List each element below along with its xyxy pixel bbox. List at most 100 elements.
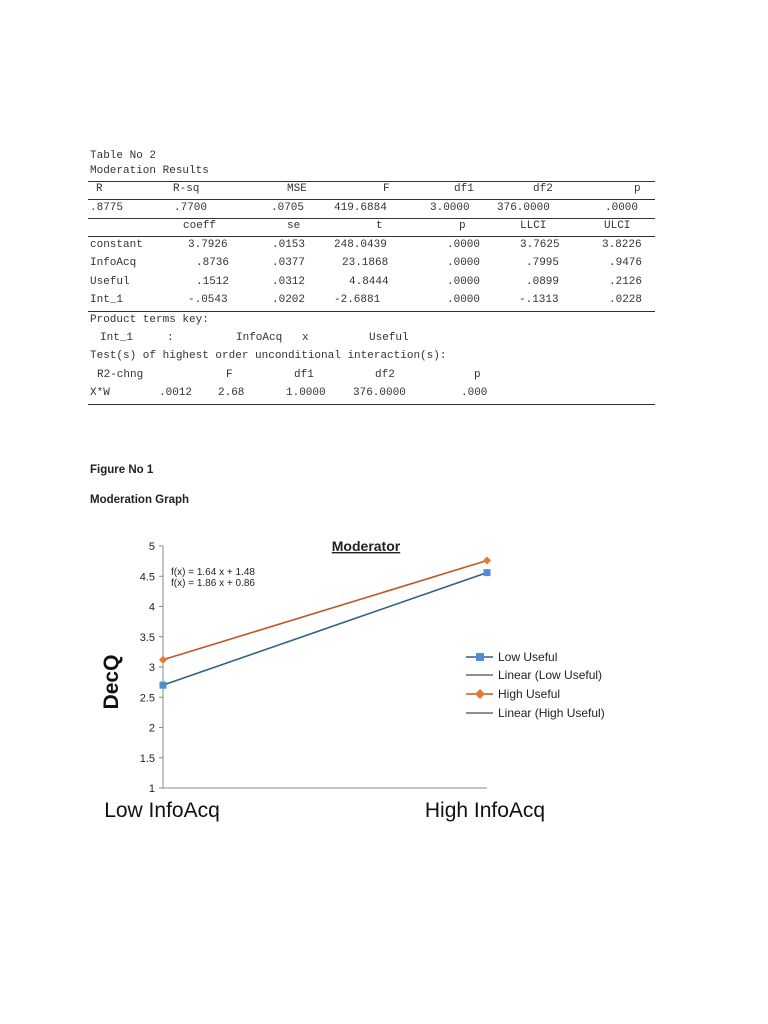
- y-tick-label: 2.5: [140, 692, 155, 704]
- legend-label-linear-high: Linear (High Useful): [498, 706, 605, 720]
- table-subtitle: Moderation Results: [90, 165, 209, 177]
- header-cell: coeff: [183, 220, 217, 232]
- y-axis-label: DecQ: [100, 655, 123, 710]
- table-rule: [88, 181, 655, 182]
- product-key-cell: :: [167, 332, 174, 344]
- table-cell: .0153: [272, 239, 306, 251]
- table-title: Table No 2: [90, 150, 157, 162]
- model-cell: 3.0000: [430, 202, 470, 214]
- table-rule: [88, 311, 655, 312]
- y-tick-label: 4: [149, 602, 155, 614]
- header-cell: df1: [454, 183, 474, 195]
- test-cell: 2.68: [218, 387, 245, 399]
- table-rule: [88, 236, 655, 237]
- product-key-cell: Useful: [369, 332, 409, 344]
- header-cell: R: [96, 183, 103, 195]
- header-cell: p: [634, 183, 641, 195]
- model-cell: 376.0000: [497, 202, 550, 214]
- y-tick-label: 2: [149, 723, 155, 735]
- table-cell: .7995: [526, 257, 560, 269]
- table-cell: -.1313: [519, 294, 559, 306]
- table-cell: .0000: [447, 239, 481, 251]
- y-tick-label: 5: [149, 541, 155, 553]
- header-cell: se: [287, 220, 301, 232]
- table-cell: .2126: [609, 276, 643, 288]
- chart-title: Moderator: [332, 538, 401, 554]
- header-cell: F: [383, 183, 390, 195]
- table-cell: .0000: [447, 257, 481, 269]
- legend-label-high-useful: High Useful: [498, 687, 560, 701]
- table-cell: 248.0439: [334, 239, 387, 251]
- table-rule: [88, 218, 655, 219]
- header-cell: LLCI: [520, 220, 547, 232]
- y-tick-label: 3: [149, 662, 155, 674]
- table-cell: .0202: [272, 294, 306, 306]
- header-cell: p: [474, 369, 481, 381]
- model-cell: .8775: [90, 202, 124, 214]
- test-label: Test(s) of highest order unconditional i…: [90, 350, 447, 362]
- legend-label-linear-low: Linear (Low Useful): [498, 668, 602, 682]
- legend-label-low-useful: Low Useful: [498, 650, 557, 664]
- header-cell: R2-chng: [97, 369, 144, 381]
- table-cell: .9476: [609, 257, 643, 269]
- table-cell: .0000: [447, 276, 481, 288]
- product-key-cell: InfoAcq: [236, 332, 283, 344]
- table-rule: [88, 404, 655, 405]
- y-tick-label: 1: [149, 783, 155, 795]
- table-cell: 23.1868: [342, 257, 389, 269]
- data-point: [159, 681, 167, 689]
- legend-marker-high-useful: [475, 689, 485, 699]
- y-tick-label: 1.5: [140, 753, 155, 765]
- product-key-cell: x: [302, 332, 309, 344]
- graph-label: Moderation Graph: [90, 494, 190, 506]
- row-label: Useful: [90, 276, 130, 288]
- header-cell: R-sq: [173, 183, 200, 195]
- test-cell: .000: [461, 387, 488, 399]
- data-point: [483, 569, 491, 577]
- model-cell: .0000: [605, 202, 639, 214]
- model-cell: .0705: [271, 202, 305, 214]
- table-cell: 4.8444: [349, 276, 389, 288]
- test-cell: X*W: [90, 387, 110, 399]
- table-cell: 3.7625: [520, 239, 560, 251]
- table-cell: .8736: [196, 257, 230, 269]
- series-line: [162, 571, 488, 686]
- row-label: constant: [90, 239, 143, 251]
- header-cell: t: [376, 220, 383, 232]
- legend-marker-low-useful: [476, 653, 484, 661]
- product-key-cell: Int_1: [100, 332, 134, 344]
- test-cell: .0012: [159, 387, 193, 399]
- chart-legend: Low Useful Linear (Low Useful) High Usef…: [466, 650, 605, 720]
- table-cell: .0377: [272, 257, 306, 269]
- header-cell: ULCI: [604, 220, 631, 232]
- header-cell: df1: [294, 369, 314, 381]
- table-cell: .0312: [272, 276, 306, 288]
- row-label: Int_1: [90, 294, 124, 306]
- table-cell: .1512: [196, 276, 230, 288]
- equation-label: f(x) = 1.86 x + 0.86: [171, 578, 255, 589]
- header-cell: F: [226, 369, 233, 381]
- test-cell: 376.0000: [353, 387, 406, 399]
- table-cell: 3.8226: [602, 239, 642, 251]
- x-tick-label: High InfoAcq: [425, 799, 545, 822]
- header-cell: p: [459, 220, 466, 232]
- table-cell: .0228: [609, 294, 643, 306]
- product-key-label: Product terms key:: [90, 314, 209, 326]
- figure-label: Figure No 1: [90, 464, 154, 476]
- table-cell: .0899: [526, 276, 560, 288]
- data-point: [159, 655, 167, 664]
- table-rule: [88, 199, 655, 200]
- x-tick-label: Low InfoAcq: [104, 799, 220, 822]
- data-point: [483, 556, 491, 565]
- table-cell: -.0543: [188, 294, 228, 306]
- row-label: InfoAcq: [90, 257, 137, 269]
- table-cell: .0000: [447, 294, 481, 306]
- y-tick-label: 4.5: [140, 571, 155, 583]
- equation-label: f(x) = 1.64 x + 1.48: [171, 567, 255, 578]
- model-cell: .7700: [174, 202, 208, 214]
- header-cell: df2: [375, 369, 395, 381]
- test-cell: 1.0000: [286, 387, 326, 399]
- y-tick-label: 3.5: [140, 632, 155, 644]
- table-cell: 3.7926: [188, 239, 228, 251]
